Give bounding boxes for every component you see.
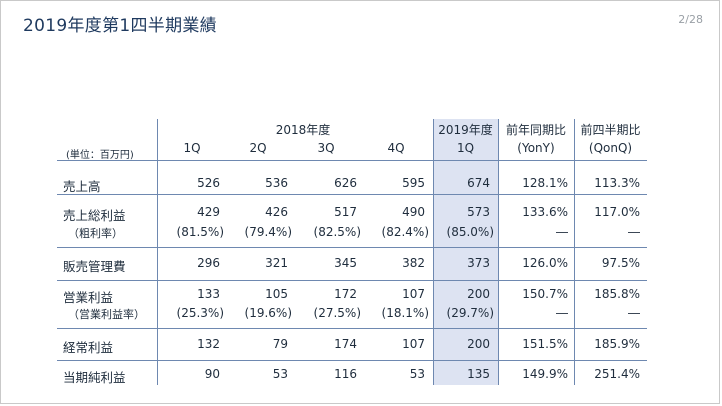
- row-label-operating-margin: （営業利益率）: [68, 308, 145, 321]
- table-divider: [574, 119, 575, 385]
- table-cell: 116: [334, 367, 357, 381]
- table-cell: 595: [402, 176, 425, 190]
- yony-subheader: (YonY): [517, 141, 555, 155]
- slide-title: 2019年度第1四半期業績: [23, 16, 217, 36]
- row-label-ordinary-profit: 経常利益: [63, 340, 114, 355]
- table-cell: (27.5%): [313, 306, 361, 320]
- table-cell: 373: [467, 256, 490, 270]
- table-cell: ―: [556, 225, 568, 239]
- quarter-header: 2Q: [249, 141, 267, 155]
- row-label-net-profit: 当期純利益: [63, 370, 126, 385]
- table-rule: [57, 280, 647, 281]
- table-cell: 200: [467, 337, 490, 351]
- table-cell: 345: [334, 256, 357, 270]
- table-cell: (79.4%): [244, 225, 292, 239]
- page-number: 2/28: [678, 13, 703, 26]
- table-cell: 185.8%: [594, 287, 640, 301]
- table-cell: (85.0%): [446, 225, 494, 239]
- table-rule: [57, 160, 647, 161]
- highlight-2019-column: [433, 119, 498, 385]
- table-cell: 172: [334, 287, 357, 301]
- table-cell: 107: [402, 287, 425, 301]
- row-label-gross-profit: 売上総利益: [63, 208, 126, 223]
- table-cell: 382: [402, 256, 425, 270]
- table-cell: 79: [272, 337, 288, 351]
- table-cell: 133: [197, 287, 220, 301]
- table-cell: 429: [197, 205, 220, 219]
- table-cell: (81.5%): [176, 225, 224, 239]
- unit-label: (単位：百万円): [66, 150, 134, 161]
- table-cell: 53: [272, 367, 288, 381]
- table-rule: [57, 194, 647, 195]
- table-cell: 126.0%: [522, 256, 568, 270]
- row-label-sga: 販売管理費: [63, 259, 126, 274]
- table-cell: 200: [467, 287, 490, 301]
- table-cell: 251.4%: [594, 367, 640, 381]
- quarter-header: 4Q: [387, 141, 405, 155]
- quarter-header: 1Q: [456, 141, 475, 155]
- table-cell: 107: [402, 337, 425, 351]
- table-rule: [57, 247, 647, 248]
- table-cell: 117.0%: [594, 205, 640, 219]
- table-divider: [157, 119, 158, 385]
- table-cell: 149.9%: [522, 367, 568, 381]
- table-cell: 151.5%: [522, 337, 568, 351]
- table-rule: [57, 360, 647, 361]
- table-divider: [433, 119, 434, 385]
- table-cell: 150.7%: [522, 287, 568, 301]
- table-cell: ―: [628, 225, 640, 239]
- row-label-sales: 売上高: [63, 179, 101, 194]
- table-cell: 296: [197, 256, 220, 270]
- table-cell: 185.9%: [594, 337, 640, 351]
- table-cell: 321: [265, 256, 288, 270]
- qonq-subheader: (QonQ): [588, 141, 633, 155]
- table-cell: (18.1%): [381, 306, 429, 320]
- quarter-header: 3Q: [317, 141, 335, 155]
- table-cell: 426: [265, 205, 288, 219]
- table-cell: (19.6%): [244, 306, 292, 320]
- table-cell: 132: [197, 337, 220, 351]
- table-cell: 135: [467, 367, 490, 381]
- table-cell: 526: [197, 176, 220, 190]
- table-cell: 626: [334, 176, 357, 190]
- table-cell: 53: [409, 367, 425, 381]
- table-divider: [498, 119, 499, 385]
- row-label-operating-profit: 営業利益: [63, 290, 114, 305]
- table-cell: 536: [265, 176, 288, 190]
- group-header-2019: 2019年度: [438, 123, 493, 137]
- table-cell: ―: [556, 306, 568, 320]
- table-cell: 105: [265, 287, 288, 301]
- table-cell: (82.5%): [313, 225, 361, 239]
- table-cell: ―: [628, 306, 640, 320]
- qonq-header: 前四半期比: [580, 123, 641, 137]
- table-cell: (82.4%): [381, 225, 429, 239]
- yony-header: 前年同期比: [505, 123, 566, 137]
- table-cell: 113.3%: [594, 176, 640, 190]
- table-cell: 133.6%: [522, 205, 568, 219]
- table-cell: (25.3%): [176, 306, 224, 320]
- table-cell: 674: [467, 176, 490, 190]
- table-cell: 90: [204, 367, 220, 381]
- quarter-header: 1Q: [183, 141, 201, 155]
- table-cell: 97.5%: [601, 256, 640, 270]
- group-header-2018: 2018年度: [275, 123, 331, 137]
- table-cell: 573: [467, 205, 490, 219]
- row-label-gross-margin: （粗利率）: [68, 227, 123, 240]
- table-cell: 517: [334, 205, 357, 219]
- table-cell: 490: [402, 205, 425, 219]
- table-cell: (29.7%): [446, 306, 494, 320]
- table-cell: 174: [334, 337, 357, 351]
- table-cell: 128.1%: [522, 176, 568, 190]
- table-rule: [57, 328, 647, 329]
